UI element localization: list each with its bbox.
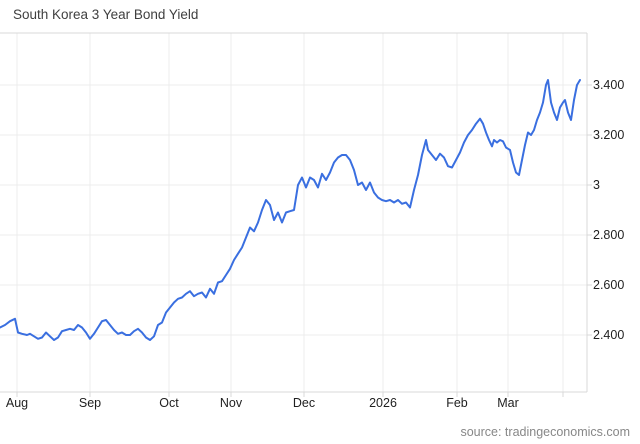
x-axis-label: 2026 <box>369 396 397 410</box>
x-axis-label: Mar <box>497 396 519 410</box>
y-axis-label: 2.800 <box>593 228 625 242</box>
y-axis-label: 3.200 <box>593 128 625 142</box>
x-axis-label: Aug <box>5 396 29 410</box>
x-axis-label: Dec <box>292 396 316 410</box>
y-axis-label: 3 <box>593 178 600 192</box>
x-axis-label: Oct <box>159 396 179 410</box>
y-axis-label: 2.600 <box>593 278 625 292</box>
chart-title: South Korea 3 Year Bond Yield <box>13 7 199 22</box>
x-axis-label: Feb <box>446 396 468 410</box>
y-axis-label: 2.400 <box>593 328 625 342</box>
x-axis-label: Nov <box>219 396 243 410</box>
y-axis-label: 3.400 <box>593 78 625 92</box>
series-line[interactable] <box>0 79 581 341</box>
x-axis-label: Sep <box>78 396 102 410</box>
source-link[interactable]: source: tradingeconomics.com <box>460 425 630 439</box>
